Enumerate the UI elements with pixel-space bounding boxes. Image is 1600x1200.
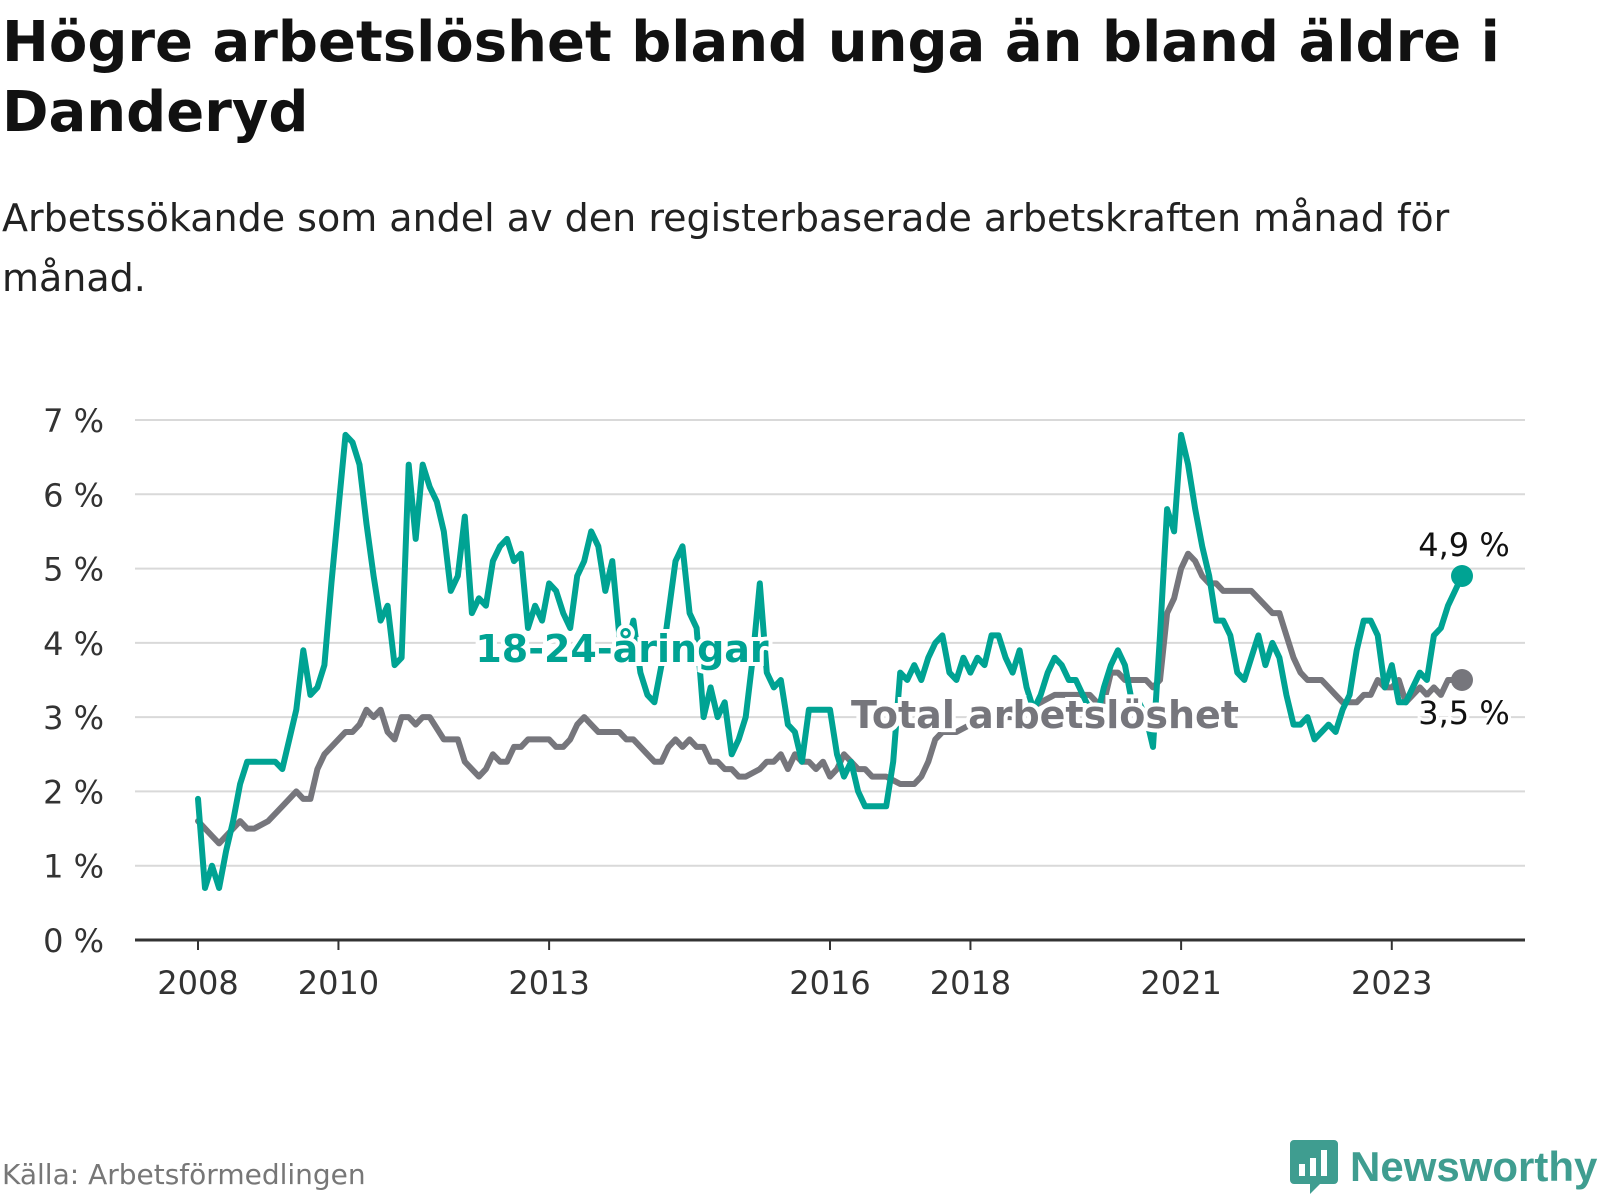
- newsworthy-logo-icon: [1290, 1140, 1338, 1194]
- x-tick-label: 2018: [930, 964, 1011, 1002]
- series-line-total: [195, 550, 1465, 847]
- chart-subtitle: Arbetssökande som andel av den registerb…: [2, 196, 1450, 300]
- x-tick-label: 2010: [298, 964, 379, 1002]
- series-lines: [195, 431, 1473, 891]
- x-tick-label: 2013: [508, 964, 589, 1002]
- y-axis-ticks: 0 % 1 % 2 % 3 % 4 % 5 % 6 % 7 %: [43, 402, 104, 960]
- x-tick-label: 2021: [1140, 964, 1221, 1002]
- newsworthy-logo: Newsworthy: [1290, 1140, 1597, 1194]
- end-value-label-youth: 4,9 %: [1418, 526, 1509, 564]
- brand-name: Newsworthy: [1350, 1143, 1598, 1190]
- y-tick-label: 3 %: [43, 699, 104, 737]
- line-chart: 0 % 1 % 2 % 3 % 4 % 5 % 6 % 7 % 2008 2010 2013 201…: [43, 402, 1525, 1002]
- series-end-point-youth: [1451, 565, 1473, 587]
- y-tick-label: 2 %: [43, 773, 104, 811]
- series-labels: 3,5 % 4,9 % Total arbetslöshet 18-24-åringa…: [471, 523, 1512, 741]
- series-end-point-total: [1451, 669, 1473, 691]
- series-label-youth: 18-24-åringar: [475, 627, 769, 671]
- end-value-label-total: 3,5 %: [1418, 694, 1509, 732]
- x-tick-label: 2023: [1351, 964, 1432, 1002]
- x-tick-label: 2016: [789, 964, 870, 1002]
- x-tick-label: 2008: [157, 964, 238, 1002]
- x-axis: 2008 2010 2013 2016 2018 2021 2023: [135, 938, 1525, 1002]
- y-tick-label: 4 %: [43, 625, 104, 663]
- y-tick-label: 0 %: [43, 922, 104, 960]
- y-tick-label: 5 %: [43, 551, 104, 589]
- y-tick-label: 7 %: [43, 402, 104, 440]
- series-line-youth: [195, 431, 1465, 891]
- series-label-total: Total arbetslöshet: [851, 693, 1239, 737]
- y-tick-label: 6 %: [43, 476, 104, 514]
- source-note: Källa: Arbetsförmedlingen: [2, 1158, 366, 1191]
- y-tick-label: 1 %: [43, 848, 104, 886]
- chart-title: Högre arbetslöshet bland unga än bland ä…: [2, 10, 1500, 145]
